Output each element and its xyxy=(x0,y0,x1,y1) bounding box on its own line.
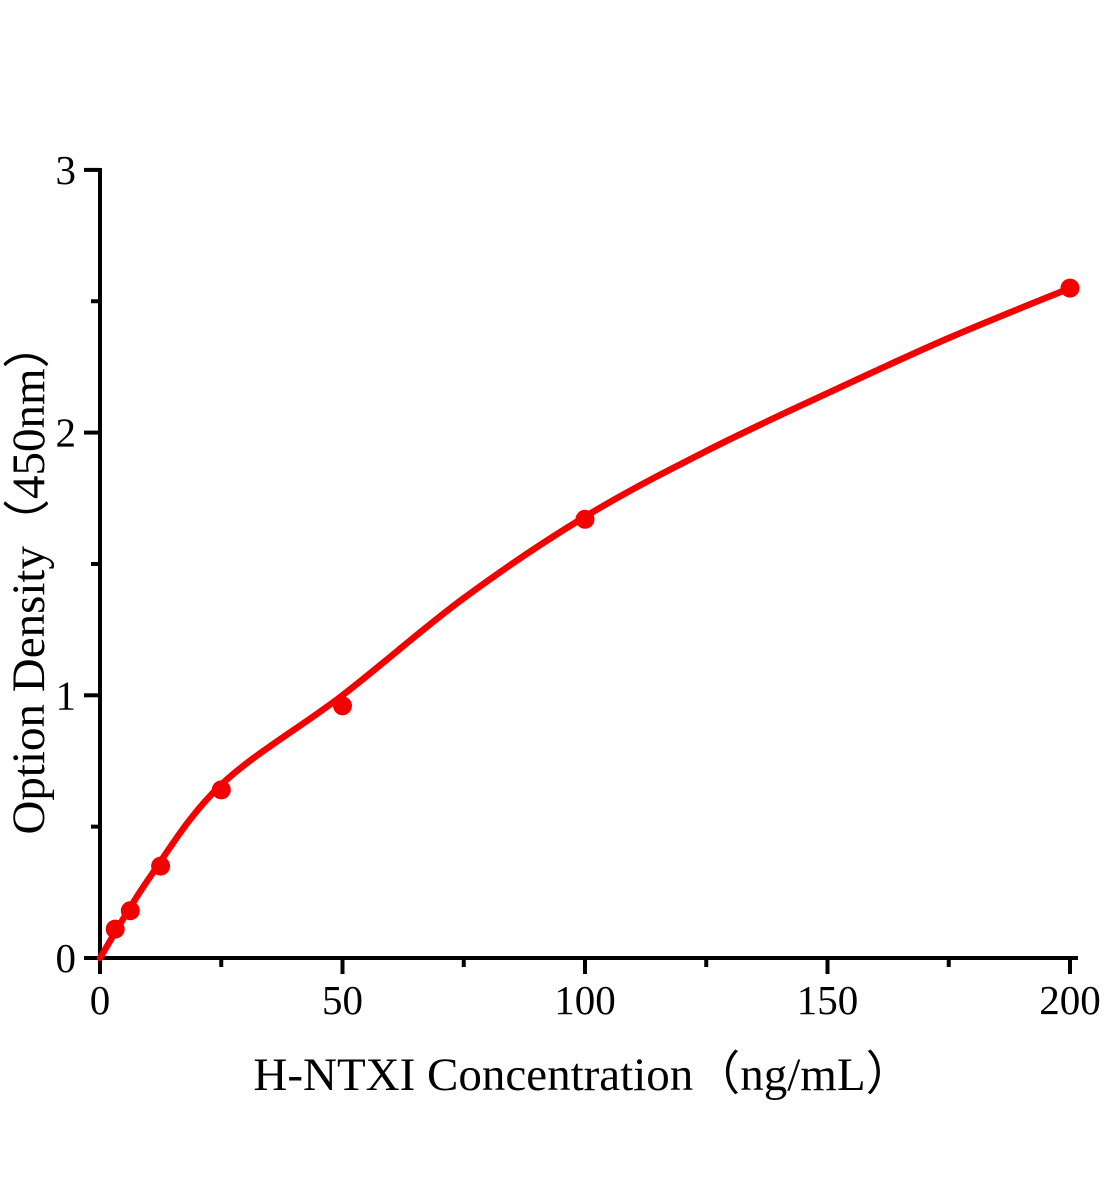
data-point xyxy=(151,856,171,876)
y-tick-label: 0 xyxy=(56,935,77,981)
x-tick-label: 200 xyxy=(1039,977,1101,1023)
x-tick-label: 0 xyxy=(90,977,111,1023)
x-axis-ticks xyxy=(98,958,1072,974)
y-axis-ticks xyxy=(84,167,100,960)
data-points xyxy=(105,278,1080,939)
y-tick-label: 2 xyxy=(56,410,77,456)
data-point xyxy=(575,509,595,529)
data-point xyxy=(105,919,125,939)
x-axis-tick-labels: 0 50 100 150 200 xyxy=(90,977,1101,1023)
axes xyxy=(98,168,1078,960)
y-tick-label: 3 xyxy=(56,147,77,193)
y-tick-label: 1 xyxy=(56,672,77,718)
y-axis-tick-labels: 0 1 2 3 xyxy=(56,147,77,981)
fit-curve xyxy=(96,284,1074,962)
data-point xyxy=(211,780,231,800)
data-point xyxy=(333,696,352,716)
data-point xyxy=(120,901,140,921)
y-axis-title: Option Density（450nm） xyxy=(3,321,55,834)
data-point xyxy=(1060,278,1080,298)
x-tick-label: 150 xyxy=(797,977,859,1023)
x-axis-title: H-NTXI Concentration（ng/mL） xyxy=(253,1049,912,1101)
x-tick-label: 100 xyxy=(554,977,616,1023)
x-tick-label: 50 xyxy=(322,977,363,1023)
